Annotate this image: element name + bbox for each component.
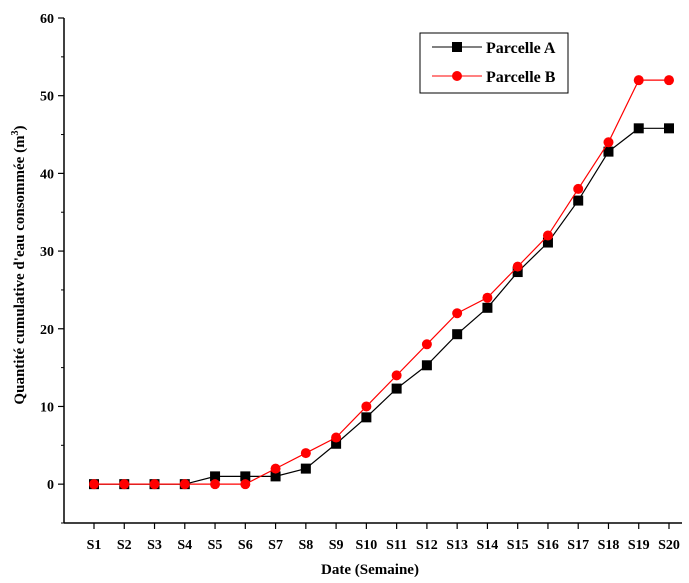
data-point (482, 292, 493, 303)
data-point (240, 471, 251, 482)
x-tick-label: S4 (177, 538, 192, 553)
x-tick-label: S13 (446, 538, 468, 553)
data-point (482, 302, 493, 313)
x-tick-label: S11 (386, 538, 407, 553)
x-tick-label: S12 (416, 538, 438, 553)
data-point (512, 261, 523, 272)
legend: Parcelle A Parcelle B (419, 32, 569, 94)
legend-marker-parcelle-a (452, 42, 462, 52)
x-tick-label: S17 (567, 538, 589, 553)
x-tick-label: S18 (598, 538, 620, 553)
data-point (512, 267, 523, 278)
x-tick-label: S16 (537, 538, 559, 553)
data-point (664, 123, 674, 134)
data-point (270, 471, 281, 482)
x-tick-label: S14 (477, 538, 499, 553)
y-tick-label: 20 (40, 323, 54, 338)
ticks: 0 10 20 30 40 50 60 S1 S2 S3 S4 S5 S6 S7 S8 S9 S10 S11 S12… (40, 12, 680, 553)
series-layer (89, 75, 674, 490)
y-tick-label: 60 (40, 12, 54, 27)
data-point (331, 432, 342, 443)
x-axis-title: Date (Semaine) (321, 562, 419, 578)
data-point (391, 383, 402, 394)
data-point (421, 360, 432, 371)
y-tick-label: 0 (47, 478, 54, 493)
x-tick-label: S5 (208, 538, 223, 553)
x-tick-label: S9 (329, 538, 344, 553)
y-tick-label: 50 (40, 90, 54, 105)
data-point (119, 479, 130, 490)
data-point (573, 195, 584, 206)
x-tick-label: S20 (658, 538, 680, 553)
data-point (210, 479, 221, 490)
data-point (331, 438, 342, 449)
data-point (361, 412, 372, 423)
x-tick-label: S2 (117, 538, 132, 553)
x-tick-label: S15 (507, 538, 529, 553)
data-point (573, 183, 584, 194)
y-axis-title-main: Quantité cumulative d'eau consommée (m (12, 135, 28, 405)
legend-box (419, 32, 569, 94)
x-tick-label: S3 (147, 538, 162, 553)
x-tick-label: S6 (238, 538, 253, 553)
axes (63, 18, 682, 524)
data-point (664, 75, 674, 86)
x-tick-label: S10 (355, 538, 377, 553)
data-point (300, 448, 311, 459)
data-point (542, 237, 553, 248)
y-tick-label: 40 (40, 167, 54, 182)
data-point (633, 123, 644, 134)
data-point (542, 230, 553, 241)
legend-marker-parcelle-b (452, 71, 462, 81)
x-tick-label: S19 (628, 538, 650, 553)
data-point (270, 463, 281, 474)
data-point (210, 471, 221, 482)
y-tick-label: 10 (40, 400, 54, 415)
series-line (94, 79, 669, 485)
x-tick-label: S7 (268, 538, 283, 553)
x-tick-label: S1 (87, 538, 102, 553)
data-point (240, 479, 251, 490)
legend-label-parcelle-b: Parcelle B (486, 69, 556, 86)
data-point (452, 308, 463, 319)
data-point (421, 339, 432, 350)
x-tick-label: S8 (298, 538, 313, 553)
data-point (603, 137, 614, 148)
data-point (89, 479, 99, 490)
series-1 (89, 75, 674, 490)
y-tick-label: 30 (40, 245, 54, 260)
data-point (179, 479, 190, 490)
data-point (452, 329, 463, 340)
legend-label-parcelle-a: Parcelle A (486, 40, 556, 57)
series-0 (89, 123, 674, 490)
data-point (300, 463, 311, 474)
y-axis-title-close: ) (12, 125, 28, 130)
data-point (603, 146, 614, 157)
series-line (94, 127, 669, 485)
data-point (149, 479, 160, 490)
y-axis-title-superscript: 3 (10, 130, 21, 135)
data-point (391, 370, 402, 381)
y-axis-title: Quantité cumulative d'eau consommée (m3) (10, 125, 28, 404)
data-point (361, 401, 372, 412)
data-point (633, 75, 644, 86)
